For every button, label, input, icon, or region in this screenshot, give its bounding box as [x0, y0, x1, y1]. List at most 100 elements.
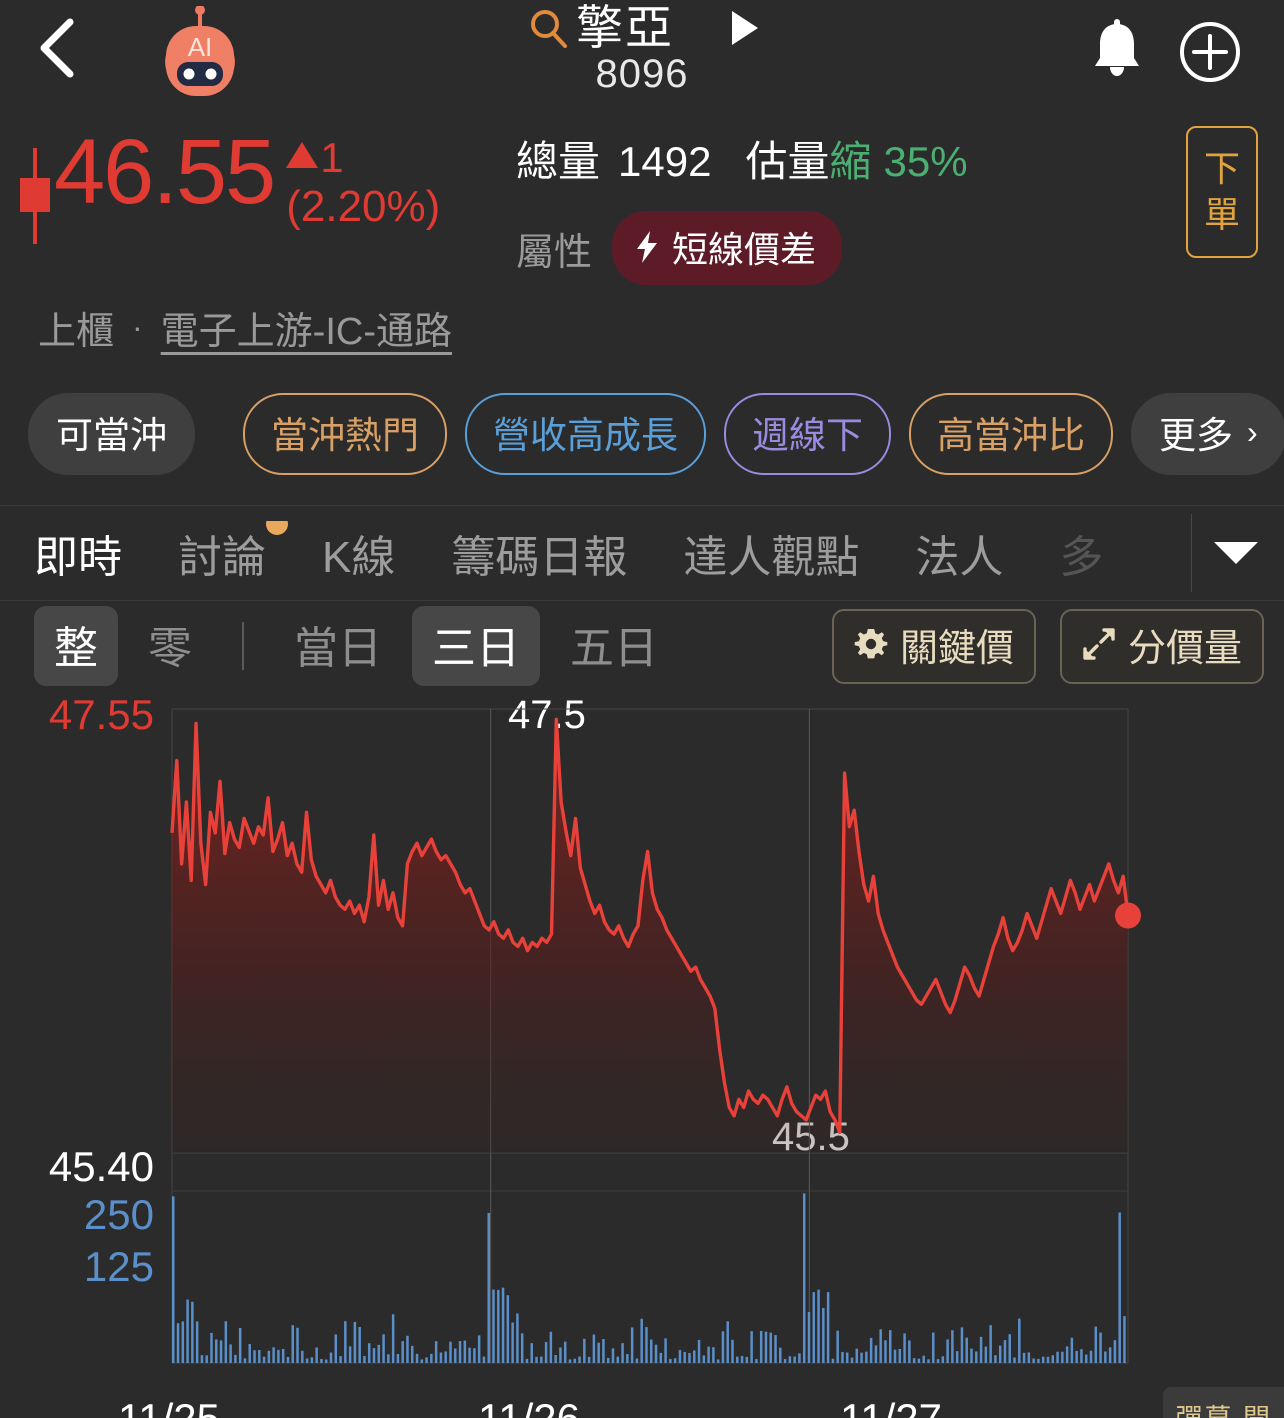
- tab-label: 籌碼日報: [451, 533, 628, 582]
- tab-realtime[interactable]: 即時: [34, 521, 122, 585]
- chart-footer: 11/25 11/26 11/27 彈幕 開: [0, 1387, 1284, 1418]
- seg-label: 五日: [570, 624, 658, 673]
- seg-label: 整: [54, 624, 98, 673]
- separator-dot: ·: [132, 309, 143, 345]
- price-group: 46.55 1 (2.20%): [16, 124, 440, 244]
- tab-chip-daily[interactable]: 籌碼日報: [451, 521, 627, 585]
- notification-bell-button[interactable]: [1088, 18, 1146, 84]
- market-type: 上櫃: [38, 311, 115, 353]
- chevron-down-icon[interactable]: [1214, 542, 1258, 564]
- chip-daytrade-hot[interactable]: 當沖熱門: [243, 393, 447, 475]
- range-option-three-day[interactable]: 三日: [412, 606, 540, 686]
- volume-label: 總量: [516, 138, 601, 185]
- order-button-label-1: 下: [1203, 148, 1240, 189]
- sector-link[interactable]: 電子上游-IC-通路: [160, 311, 452, 353]
- chip-label: 可當沖: [56, 415, 167, 456]
- search-icon[interactable]: [526, 6, 570, 50]
- tab-discussion[interactable]: 討論: [178, 521, 288, 585]
- quote-summary: 46.55 1 (2.20%) 總量 1492 估量 縮 35% 屬性: [0, 108, 1284, 308]
- chip-high-daytrade-ratio[interactable]: 高當沖比: [909, 393, 1113, 475]
- session-high-annotation: 47.5: [508, 693, 586, 737]
- stock-title-row[interactable]: 擎亞: [526, 0, 758, 56]
- gear-icon: [854, 629, 888, 659]
- x-axis-label-3: 11/27: [840, 1395, 942, 1418]
- back-button[interactable]: [36, 18, 78, 78]
- seg-label: 當日: [294, 624, 382, 673]
- order-button-label-2: 單: [1203, 194, 1240, 235]
- intraday-chart[interactable]: 47.55 45.40 250 125 47.5 45.5: [0, 691, 1284, 1391]
- y-axis-low-label: 45.40: [48, 1143, 154, 1190]
- add-to-watchlist-button[interactable]: [1178, 20, 1242, 84]
- unread-dot-icon: [266, 521, 288, 535]
- x-axis-label-1: 11/25: [118, 1395, 220, 1418]
- candlestick-icon: [16, 148, 52, 244]
- range-option-today[interactable]: 當日: [274, 606, 402, 686]
- chip-can-daytrade[interactable]: 可當沖: [28, 393, 195, 475]
- tab-bar: 即時 討論 K線 籌碼日報 達人觀點 法人 多: [0, 505, 1284, 601]
- chip-label: 週線下: [752, 415, 863, 456]
- tab-label: 法人: [915, 533, 1004, 582]
- change-percent: (2.20%): [286, 182, 441, 231]
- chip-weekly-down[interactable]: 週線下: [724, 393, 891, 475]
- lot-option-whole[interactable]: 整: [34, 606, 118, 686]
- top-bar: AI 擎亞 8096: [0, 0, 1284, 108]
- volume-axis-label-upper: 250: [83, 1191, 154, 1238]
- lot-option-odd[interactable]: 零: [128, 606, 212, 686]
- volume-row: 總量 1492 估量 縮 35%: [516, 128, 968, 189]
- title-block: 擎亞 8096: [0, 0, 1284, 97]
- attribute-badge-label: 短線價差: [672, 229, 817, 270]
- chip-revenue-growth[interactable]: 營收高成長: [465, 393, 706, 475]
- bolt-icon: [637, 231, 658, 263]
- chart-canvas: [170, 708, 1141, 1364]
- attribute-badge[interactable]: 短線價差: [612, 211, 843, 285]
- tab-label: 達人觀點: [683, 533, 860, 582]
- seg-label: 三日: [432, 624, 520, 673]
- ai-robot-icon: AI: [165, 5, 235, 96]
- est-volume-state: 縮: [829, 138, 872, 185]
- price-volume-button[interactable]: 分價量: [1059, 608, 1264, 684]
- tab-label: 討論: [178, 533, 266, 582]
- key-price-button[interactable]: 關鍵價: [831, 608, 1036, 684]
- range-option-five-day[interactable]: 五日: [550, 606, 678, 686]
- tab-label: 即時: [34, 533, 122, 582]
- play-triangle-icon[interactable]: [732, 11, 758, 45]
- chart-controls: 整 零 當日 三日 五日 關鍵價: [0, 601, 1284, 691]
- tab-kline[interactable]: K線: [322, 521, 395, 585]
- danmaku-toggle-button[interactable]: 彈幕 開: [1163, 1387, 1284, 1418]
- tab-institutional[interactable]: 法人: [915, 521, 1003, 585]
- change-group: 1 (2.20%): [286, 134, 441, 234]
- tab-label: 多: [1059, 533, 1104, 582]
- y-axis-high-label: 47.55: [48, 691, 154, 738]
- tag-chips-row: 可當沖 當沖熱門 營收高成長 週線下 高當沖比 更多 ›: [0, 393, 1284, 475]
- volume-axis-label-lower: 125: [83, 1243, 154, 1290]
- attribute-row: 屬性 短線價差: [516, 211, 968, 285]
- chevron-right-icon: ›: [1247, 413, 1258, 450]
- price-volume-label: 分價量: [1127, 627, 1242, 670]
- key-price-label: 關鍵價: [899, 627, 1014, 670]
- tab-label: K線: [322, 533, 396, 582]
- chip-more[interactable]: 更多 ›: [1131, 393, 1284, 475]
- volume-value: 1492: [618, 138, 712, 185]
- change-value: 1: [320, 134, 344, 181]
- seg-label: 零: [148, 624, 192, 673]
- market-sector-row: 上櫃 · 電子上游-IC-通路: [0, 300, 1284, 355]
- change-absolute: 1: [286, 134, 440, 181]
- attribute-label: 屬性: [516, 231, 593, 274]
- chart-tool-buttons: 關鍵價 分價量: [831, 608, 1264, 684]
- svg-text:AI: AI: [188, 32, 213, 62]
- x-axis-label-2: 11/26: [478, 1395, 580, 1418]
- chevron-left-icon: [40, 18, 74, 78]
- last-price: 46.55: [54, 121, 276, 223]
- tab-expert-view[interactable]: 達人觀點: [683, 521, 859, 585]
- tab-divider: [1191, 514, 1192, 592]
- order-button[interactable]: 下 單: [1186, 126, 1258, 258]
- est-volume-label: 估量: [745, 138, 830, 185]
- chip-label: 高當沖比: [937, 415, 1085, 456]
- ai-bot-button[interactable]: AI: [148, 5, 252, 98]
- stock-name: 擎亞: [576, 1, 674, 54]
- est-volume-percent: 35%: [883, 138, 968, 185]
- tab-overflow-partial[interactable]: 多: [1059, 521, 1103, 585]
- volume-series: [172, 1193, 1126, 1363]
- stock-code: 8096: [595, 52, 689, 96]
